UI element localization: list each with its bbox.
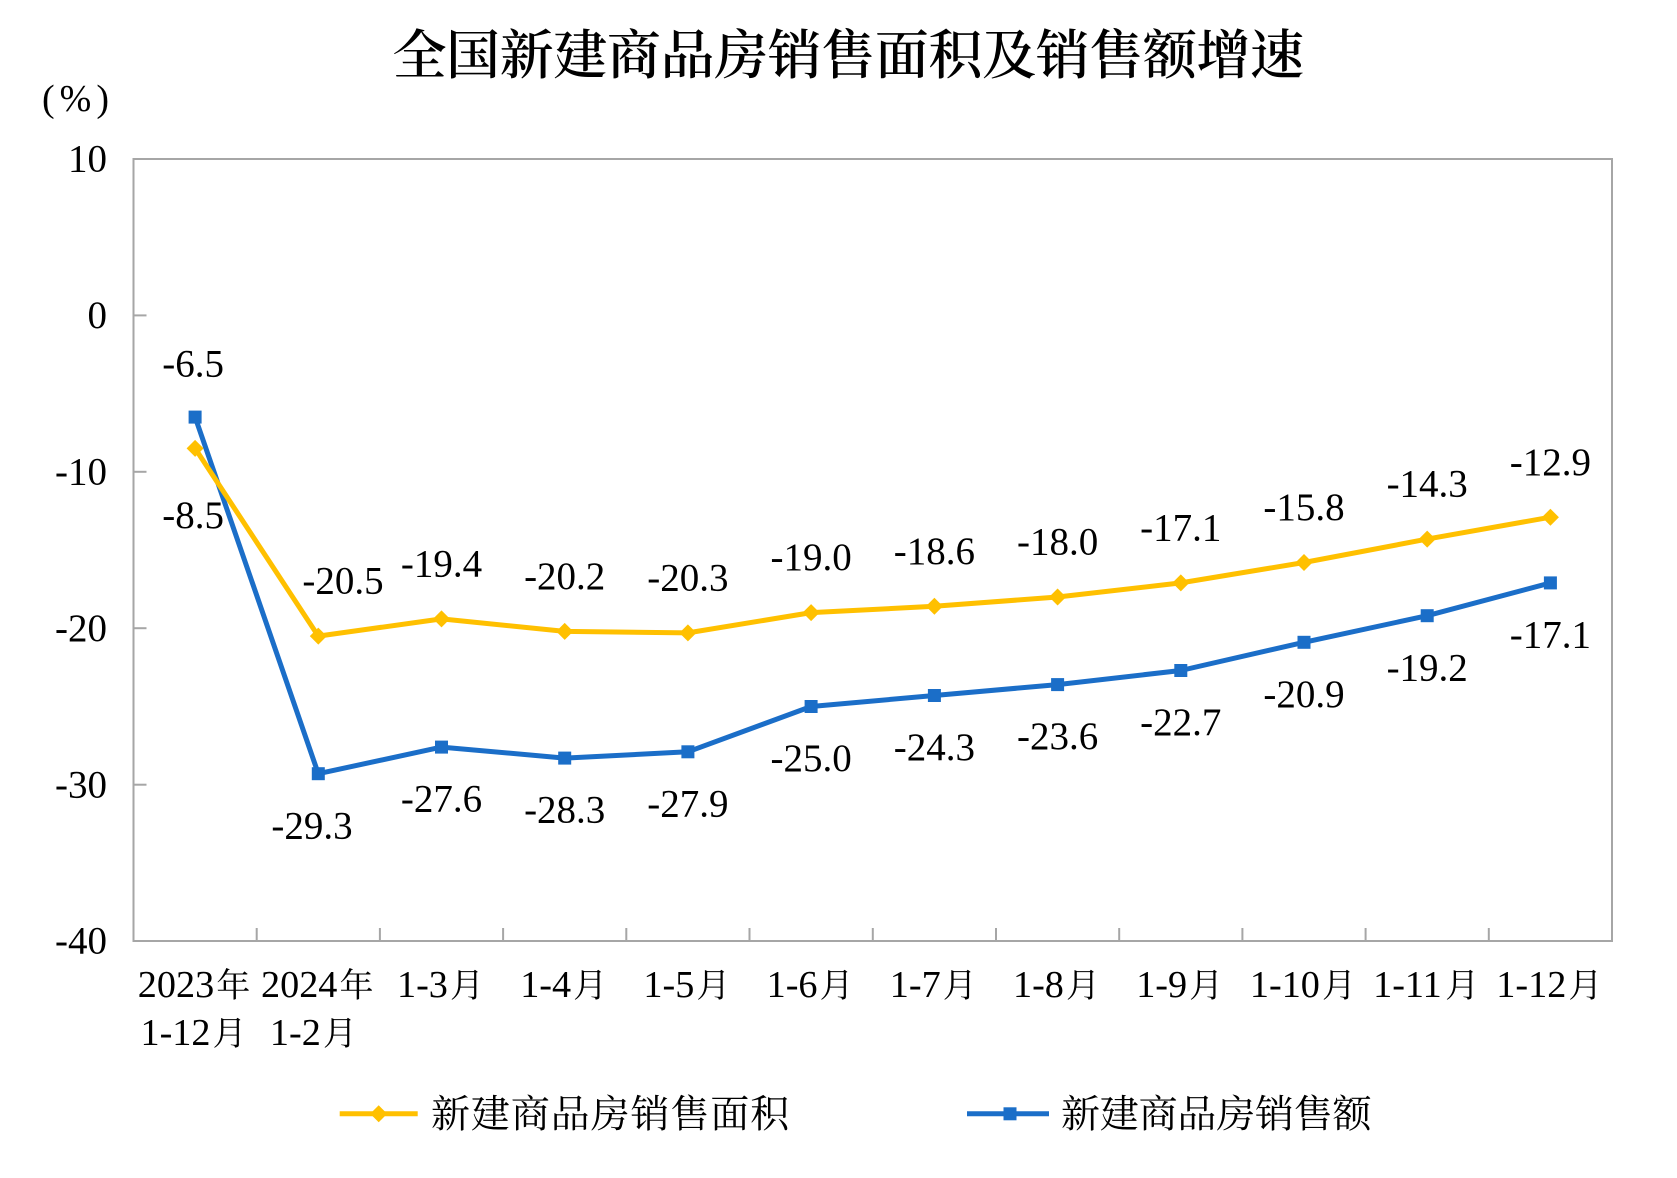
svg-text:-30: -30: [55, 763, 107, 806]
svg-text:-23.6: -23.6: [1017, 715, 1098, 758]
svg-text:-20.5: -20.5: [302, 560, 383, 603]
svg-text:-29.3: -29.3: [271, 804, 352, 847]
svg-text:1-11: 1-11: [1373, 964, 1442, 1006]
svg-text:-19.2: -19.2: [1387, 646, 1468, 689]
svg-text:-19.4: -19.4: [401, 543, 482, 586]
svg-text:-20.9: -20.9: [1263, 673, 1344, 716]
svg-text:1-5: 1-5: [643, 964, 694, 1006]
svg-text:-8.5: -8.5: [162, 494, 224, 537]
svg-text:1-3: 1-3: [397, 964, 448, 1006]
svg-text:1-8: 1-8: [1013, 964, 1064, 1006]
svg-text:-12.9: -12.9: [1510, 441, 1591, 484]
svg-text:1-12: 1-12: [141, 1012, 211, 1054]
svg-text:10: 10: [68, 138, 107, 181]
svg-text:0: 0: [88, 294, 108, 337]
svg-text:-40: -40: [55, 920, 107, 963]
svg-text:2023: 2023: [138, 964, 214, 1006]
svg-text:-18.0: -18.0: [1017, 521, 1098, 564]
svg-text:1-12: 1-12: [1496, 964, 1566, 1006]
svg-text:1-9: 1-9: [1136, 964, 1187, 1006]
svg-text:1-4: 1-4: [520, 964, 571, 1006]
svg-text:-28.3: -28.3: [524, 789, 605, 832]
svg-text:-20.2: -20.2: [524, 555, 605, 598]
svg-text:-14.3: -14.3: [1387, 463, 1468, 506]
svg-text:-6.5: -6.5: [162, 343, 224, 386]
svg-text:-17.1: -17.1: [1510, 614, 1591, 657]
svg-text:1-2: 1-2: [270, 1012, 321, 1054]
svg-text:1-7: 1-7: [890, 964, 941, 1006]
svg-text:-20.3: -20.3: [647, 557, 728, 600]
svg-text:1-6: 1-6: [767, 964, 818, 1006]
svg-text:-19.0: -19.0: [770, 536, 851, 579]
svg-text:-20: -20: [55, 607, 107, 650]
svg-text:-15.8: -15.8: [1263, 486, 1344, 529]
svg-text:-18.6: -18.6: [894, 530, 975, 573]
svg-text:-27.9: -27.9: [647, 782, 728, 825]
svg-text:-10: -10: [55, 450, 107, 493]
svg-text:-17.1: -17.1: [1140, 507, 1221, 550]
svg-text:-22.7: -22.7: [1140, 701, 1221, 744]
svg-text:-25.0: -25.0: [770, 737, 851, 780]
svg-text:(%): (%): [42, 78, 114, 120]
svg-text:-24.3: -24.3: [894, 726, 975, 769]
svg-text:1-10: 1-10: [1250, 964, 1320, 1006]
svg-text:-27.6: -27.6: [401, 778, 482, 821]
svg-text:2024: 2024: [261, 964, 337, 1006]
